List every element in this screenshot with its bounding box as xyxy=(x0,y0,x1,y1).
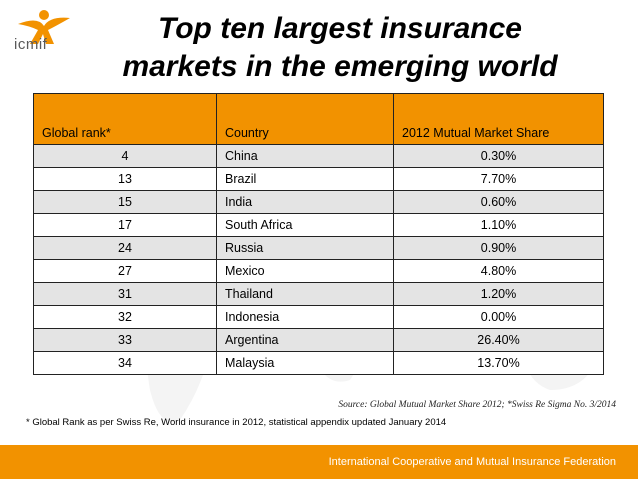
country-cell: India xyxy=(216,190,394,214)
share-cell: 0.90% xyxy=(393,236,604,260)
share-cell: 26.40% xyxy=(393,328,604,352)
country-cell: Argentina xyxy=(216,328,394,352)
source-note: Source: Global Mutual Market Share 2012;… xyxy=(338,400,616,410)
rank-cell: 15 xyxy=(33,190,217,214)
footer-text: International Cooperative and Mutual Ins… xyxy=(328,456,616,468)
rank-cell: 27 xyxy=(33,259,217,283)
share-cell: 13.70% xyxy=(393,351,604,375)
rank-cell: 31 xyxy=(33,282,217,306)
table-row: 32 Indonesia 0.00% xyxy=(33,305,604,329)
table-row: 15 India 0.60% xyxy=(33,190,604,214)
rank-cell: 4 xyxy=(33,144,217,168)
table-row: 17 South Africa 1.10% xyxy=(33,213,604,237)
title-line-1: Top ten largest insurance xyxy=(158,12,522,45)
table-row: 31 Thailand 1.20% xyxy=(33,282,604,306)
icmif-logo xyxy=(8,8,80,70)
footnote: * Global Rank as per Swiss Re, World ins… xyxy=(26,417,447,428)
header-global-rank: Global rank* xyxy=(33,93,217,145)
share-cell: 0.60% xyxy=(393,190,604,214)
share-cell: 0.30% xyxy=(393,144,604,168)
country-cell: Indonesia xyxy=(216,305,394,329)
table-row: 33 Argentina 26.40% xyxy=(33,328,604,352)
country-cell: China xyxy=(216,144,394,168)
share-cell: 1.20% xyxy=(393,282,604,306)
markets-table: Global rank* Country 2012 Mutual Market … xyxy=(33,93,604,375)
header-market-share: 2012 Mutual Market Share xyxy=(393,93,604,145)
icmif-figure-icon xyxy=(18,10,70,44)
table-row: 34 Malaysia 13.70% xyxy=(33,351,604,375)
share-cell: 4.80% xyxy=(393,259,604,283)
table-header-row: Global rank* Country 2012 Mutual Market … xyxy=(33,93,604,145)
country-cell: Brazil xyxy=(216,167,394,191)
table-row: 13 Brazil 7.70% xyxy=(33,167,604,191)
rank-cell: 17 xyxy=(33,213,217,237)
rank-cell: 24 xyxy=(33,236,217,260)
country-cell: Malaysia xyxy=(216,351,394,375)
share-cell: 1.10% xyxy=(393,213,604,237)
table-row: 27 Mexico 4.80% xyxy=(33,259,604,283)
rank-cell: 33 xyxy=(33,328,217,352)
share-cell: 7.70% xyxy=(393,167,604,191)
country-cell: Mexico xyxy=(216,259,394,283)
page-title: Top ten largest insurance markets in the… xyxy=(60,10,620,86)
country-cell: Thailand xyxy=(216,282,394,306)
share-cell: 0.00% xyxy=(393,305,604,329)
rank-cell: 32 xyxy=(33,305,217,329)
table-row: 4 China 0.30% xyxy=(33,144,604,168)
country-cell: South Africa xyxy=(216,213,394,237)
rank-cell: 34 xyxy=(33,351,217,375)
logo-text: icmif xyxy=(14,36,48,53)
title-line-2: markets in the emerging world xyxy=(122,50,558,83)
header-country: Country xyxy=(216,93,394,145)
rank-cell: 13 xyxy=(33,167,217,191)
table-row: 24 Russia 0.90% xyxy=(33,236,604,260)
country-cell: Russia xyxy=(216,236,394,260)
footer-bar: International Cooperative and Mutual Ins… xyxy=(0,445,638,479)
